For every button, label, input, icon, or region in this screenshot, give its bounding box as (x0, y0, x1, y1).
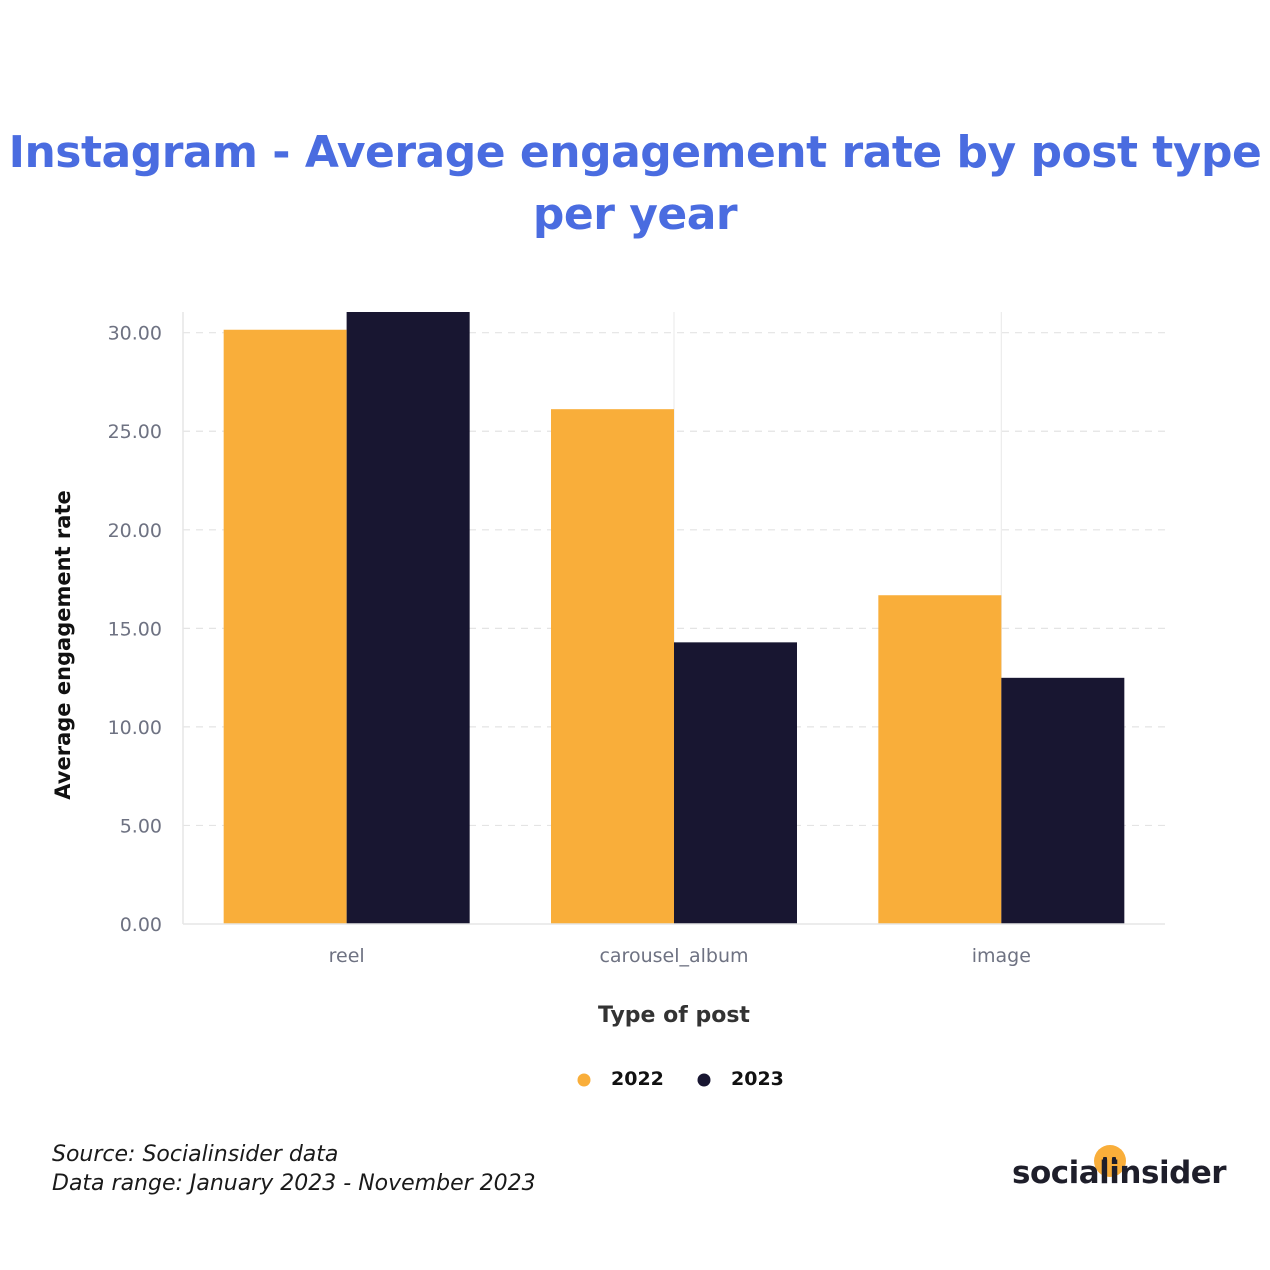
y-tick-label: 15.00 (108, 618, 162, 640)
data-range-note: Data range: January 2023 - November 2023 (52, 1171, 536, 1196)
y-tick-label: 10.00 (108, 717, 162, 739)
chart-legend: 2022 2023 (577, 1068, 784, 1090)
chart-title-line-1: Instagram - Average engagement rate by p… (8, 127, 1262, 178)
y-tick-label: 0.00 (120, 914, 162, 936)
y-axis-label: Average engagement rate (51, 490, 75, 799)
bar-carousel_album-2022 (551, 409, 674, 924)
x-tick-label: reel (329, 945, 365, 967)
x-tick-label: image (972, 945, 1031, 967)
legend-swatch-2023 (697, 1073, 711, 1087)
brand-logo-icon (1094, 1145, 1126, 1177)
bar-carousel_album-2023 (674, 642, 797, 924)
y-tick-label: 25.00 (108, 421, 162, 443)
y-tick-label: 20.00 (108, 520, 162, 542)
chart-title: Instagram - Average engagement rate by p… (0, 122, 1270, 246)
footer-notes: Source: Socialinsider data Data range: J… (52, 1140, 536, 1198)
y-axis-ticks: 0.00 5.00 10.00 15.00 20.00 25.00 30.00 (108, 323, 162, 936)
source-note: Source: Socialinsider data (52, 1142, 339, 1167)
legend-label-2023: 2023 (731, 1068, 784, 1090)
bar-reel-2023 (346, 312, 470, 924)
y-tick-label: 5.00 (120, 815, 162, 837)
x-axis-label: Type of post (598, 1003, 750, 1028)
chart-title-line-2: per year (532, 189, 738, 240)
legend-swatch-2022 (577, 1073, 591, 1087)
chart-bars (223, 312, 1125, 924)
legend-label-2022: 2022 (611, 1068, 664, 1090)
x-tick-label: carousel_album (599, 945, 748, 967)
bar-image-2022 (878, 595, 1002, 924)
brand-logo: socialinsider (1012, 1155, 1227, 1191)
y-tick-label: 30.00 (108, 323, 162, 345)
x-axis-ticks: reel carousel_album image (329, 945, 1031, 967)
bar-reel-2022 (223, 329, 347, 924)
bar-image-2023 (1001, 677, 1125, 924)
